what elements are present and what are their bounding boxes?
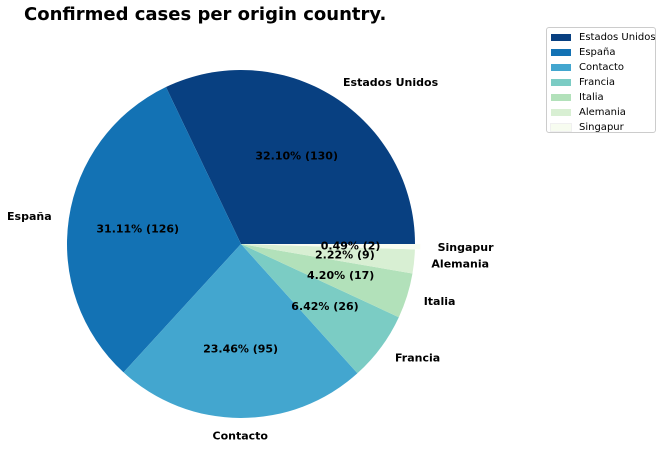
- legend-label: Francia: [579, 77, 616, 88]
- slice-label-estados-unidos: Estados Unidos: [343, 76, 439, 89]
- legend-label: Estados Unidos: [579, 32, 656, 43]
- pie-slice-estados-unidos: [165, 69, 415, 244]
- percent-label-italia: 4.20% (17): [307, 269, 374, 282]
- legend-item-espana: España: [551, 45, 651, 60]
- pie-slice-francia: [241, 244, 399, 374]
- pie-slices: [66, 69, 421, 418]
- pie-slice-espana: [66, 87, 241, 373]
- legend-swatch: [551, 79, 571, 86]
- chart-title: Confirmed cases per origin country.: [24, 4, 387, 25]
- legend-swatch: [550, 123, 572, 132]
- pie-labels: Estados Unidos 32.10% (130) España 31.11% (…: [7, 76, 494, 442]
- legend-label: Singapur: [579, 122, 624, 133]
- pie-slice-singapur: [246, 244, 421, 250]
- legend-item-alemania: Alemania: [551, 105, 651, 120]
- percent-label-francia: 6.42% (26): [291, 300, 358, 313]
- legend-item-francia: Francia: [551, 75, 651, 90]
- legend-label: Alemania: [579, 107, 626, 118]
- legend-item-estados-unidos: Estados Unidos: [551, 30, 656, 45]
- slice-label-contacto: Contacto: [213, 429, 269, 442]
- legend-label: España: [579, 47, 616, 58]
- pie-slice-italia: [241, 244, 413, 318]
- legend-swatch: [551, 34, 571, 41]
- percent-label-singapur: 0.49% (2): [321, 240, 381, 253]
- legend-label: Contacto: [579, 62, 625, 73]
- legend-item-italia: Italia: [551, 90, 651, 105]
- pie-slice-alemania: [241, 244, 415, 274]
- slice-label-espana: España: [7, 210, 52, 223]
- legend: Estados Unidos España Contacto Francia Itali…: [546, 27, 656, 133]
- legend-swatch: [551, 64, 571, 71]
- slice-label-singapur: Singapur: [438, 241, 495, 254]
- legend-swatch: [551, 109, 571, 116]
- percent-label-alemania: 2.22% (9): [315, 249, 375, 262]
- percent-label-estados-unidos: 32.10% (130): [255, 150, 338, 163]
- percent-label-contacto: 23.46% (95): [203, 342, 278, 355]
- slice-label-francia: Francia: [395, 352, 440, 365]
- legend-label: Italia: [579, 92, 604, 103]
- pie-slice-contacto: [123, 244, 358, 418]
- slice-label-italia: Italia: [424, 295, 456, 308]
- legend-swatch: [551, 94, 571, 101]
- legend-item-singapur: Singapur: [550, 120, 651, 135]
- slice-label-alemania: Alemania: [431, 257, 489, 270]
- legend-item-contacto: Contacto: [551, 60, 651, 75]
- legend-swatch: [551, 49, 571, 56]
- percent-label-espana: 31.11% (126): [96, 223, 179, 236]
